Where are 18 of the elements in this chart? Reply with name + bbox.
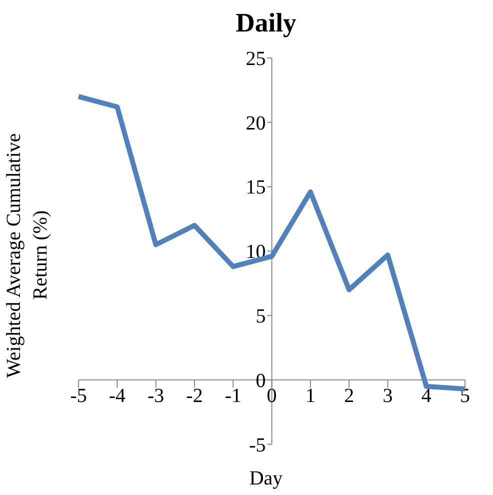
x-tick-label: -4	[108, 384, 126, 407]
x-tick-label: -3	[148, 384, 164, 407]
x-tick-label: 3	[382, 384, 393, 407]
y-tick-label: 25	[246, 48, 266, 70]
y-tick-label: 15	[246, 176, 266, 199]
chart-title: Daily	[236, 8, 298, 38]
y-tick-label: 20	[246, 112, 266, 134]
x-tick-label: -2	[186, 384, 203, 407]
x-tick-label: -5	[70, 384, 87, 407]
x-tick-label: 4	[421, 384, 432, 407]
x-tick-label: -1	[224, 384, 242, 407]
y-axis-title: Weighted Average Cumulative Return (%)	[3, 133, 52, 378]
x-tick-label: 1	[305, 384, 316, 407]
x-axis-title: Day	[249, 468, 283, 490]
y-tick-label: 5	[256, 306, 266, 328]
y-tick-label: 0	[256, 370, 266, 392]
y-tick-label: -5	[249, 434, 266, 456]
x-tick-label: 2	[344, 384, 354, 407]
